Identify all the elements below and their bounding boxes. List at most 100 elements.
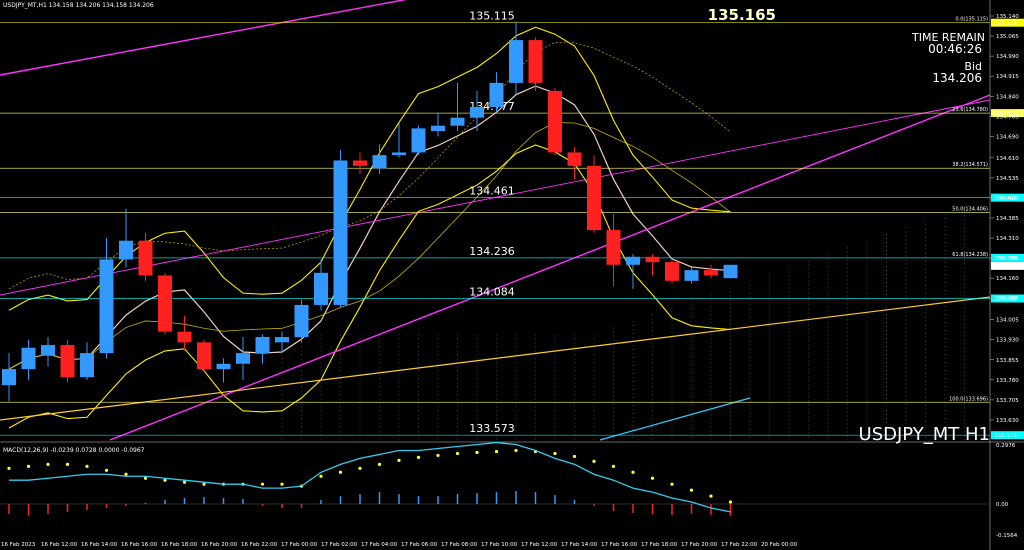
bid-tag: 134.206 — [994, 264, 1017, 270]
macd-signal-dot — [689, 488, 694, 492]
price-tick-label: 135.140 — [996, 14, 1019, 20]
price-level-tag: 134.236 — [994, 256, 1017, 262]
candle-body — [41, 345, 55, 356]
macd-signal-dot — [416, 455, 421, 460]
price-level-tag: 134.777 — [994, 111, 1017, 117]
time-label: 17 Feb 08:00 — [441, 542, 478, 548]
price-level-tag-bg — [991, 294, 1024, 303]
cyan-trend-line — [599, 397, 751, 441]
time-label: 17 Feb 14:00 — [561, 542, 598, 548]
macd-signal-dot — [124, 472, 128, 476]
candle-body — [548, 90, 562, 153]
time-label: 16 Feb 14:00 — [81, 542, 118, 548]
price-tick-label: 135.065 — [996, 34, 1019, 40]
macd-signal-dot — [455, 451, 460, 456]
candle-body — [2, 369, 16, 386]
price-tick-label: 134.310 — [996, 236, 1019, 242]
macd-tick-label: -0.1564 — [996, 533, 1018, 539]
support-trend-line — [0, 296, 991, 421]
time-label: 17 Feb 18:00 — [641, 542, 678, 548]
upper-trend-line — [0, 0, 407, 76]
fib-level-label: 38.2(134.571) — [952, 162, 988, 168]
time-label: 20 Feb 00:00 — [761, 542, 798, 548]
price-tick-label: 133.630 — [996, 418, 1019, 424]
time-label: 16 Feb 22:00 — [241, 542, 278, 548]
macd-signal-dot — [338, 470, 343, 474]
price-tick-label: 133.780 — [996, 378, 1019, 384]
ichimoku-cloud — [281, 207, 965, 440]
candle-body — [704, 270, 718, 276]
fib-level-label: 23.6(134.780) — [952, 107, 988, 113]
fib-level-label: 61.8(134.238) — [952, 252, 988, 258]
price-level-tag-bg — [991, 109, 1024, 118]
macd-signal-dot — [670, 482, 674, 486]
candle-body — [60, 345, 75, 378]
time-label: 16 Feb 12:00 — [41, 542, 78, 548]
time-label: 16 Feb 20:00 — [201, 542, 238, 548]
price-level-tag: 135.115 — [994, 21, 1017, 27]
macd-signal-dot — [397, 458, 401, 462]
time-axis: 16 Feb 2023 16 Feb 12:00 16 Feb 14:00 16 Fe… — [1, 542, 798, 548]
candle-body — [392, 152, 406, 156]
macd-signal-dot — [436, 453, 440, 458]
candle-body — [158, 275, 172, 332]
macd-signal-dot — [709, 494, 713, 498]
candle-body — [528, 40, 543, 83]
macd-signal-dot — [611, 464, 616, 468]
macd-signal-dot — [631, 470, 635, 474]
candle-body — [236, 353, 250, 364]
time-label: 17 Feb 12:00 — [521, 542, 558, 548]
fib-level-label: 0.0(135.115) — [955, 17, 988, 23]
slow-moving-average-line — [8, 122, 731, 370]
macd-signal-dot — [494, 449, 499, 454]
macd-tick-label: 0.2976 — [996, 443, 1016, 449]
candle-body — [470, 106, 484, 118]
candle-body — [665, 262, 679, 281]
candle-body — [216, 363, 231, 370]
price-tick-label: 134.235 — [996, 256, 1019, 262]
time-label: 17 Feb 00:00 — [281, 542, 318, 548]
macd-signal-dot — [65, 462, 70, 466]
price-tick-label: 133.705 — [996, 398, 1019, 404]
price-tick-label: 134.610 — [996, 156, 1019, 162]
time-remain-value: 00:46:26 — [928, 42, 982, 56]
candle-body — [353, 160, 367, 166]
price-level-tag: 134.461 — [994, 196, 1017, 202]
macd-signal-dot — [280, 482, 284, 486]
candlesticks[interactable] — [2, 21, 738, 402]
bid-label: Bid — [964, 60, 982, 73]
macd-label: MACD(12,26,9) -0.0239 0.0728 0.0000 -0.0… — [3, 447, 145, 454]
moving-average-line — [8, 85, 731, 370]
macd-signal-dot — [553, 451, 557, 456]
time-label: 17 Feb 02:00 — [321, 542, 358, 548]
price-tick-label: 134.840 — [996, 94, 1019, 100]
candle-body — [626, 256, 640, 265]
price-tick-label: 134.160 — [996, 276, 1019, 282]
time-label: 17 Feb 16:00 — [601, 542, 638, 548]
fib-level-label: 100.0(133.696) — [949, 396, 988, 402]
price-tick-label: 133.855 — [996, 358, 1019, 364]
price-level-tag-bg — [991, 18, 1024, 27]
candle-body — [21, 347, 36, 370]
time-remain-label: TIME REMAIN — [911, 31, 985, 44]
price-tick-label: 134.535 — [996, 176, 1019, 182]
macd-signal-dot — [46, 462, 50, 466]
macd-line — [9, 441, 731, 513]
price-tick-label: 134.385 — [996, 216, 1019, 222]
price-tick-label: 134.690 — [996, 134, 1019, 140]
macd-signal-dot — [260, 482, 265, 486]
macd-signal-dot — [182, 480, 187, 484]
macd-panel: 0.2976 0.00 -0.1564 — [0, 441, 1018, 539]
bid-value: 134.206 — [932, 71, 982, 85]
macd-signal-dot — [26, 464, 31, 468]
price-level-tag-bg — [991, 193, 1024, 202]
macd-signal-dot — [728, 500, 733, 504]
symbol-header: USDJPY_MT,H1 134.158 134.206 134.158 134… — [3, 2, 154, 9]
macd-tick-label: 0.00 — [996, 502, 1009, 508]
candle-body — [684, 270, 699, 281]
outer-upper-band-line — [8, 41, 731, 290]
fib-level-label: 50.0(134.406) — [952, 206, 988, 212]
